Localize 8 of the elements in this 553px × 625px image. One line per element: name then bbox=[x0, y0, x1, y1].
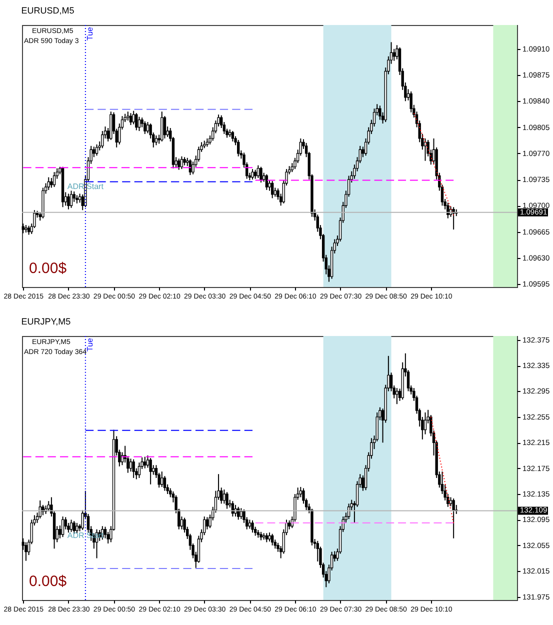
annotation: ADR Start bbox=[67, 531, 104, 540]
annotation: 0.00$ bbox=[29, 573, 68, 590]
annotation: 0.00$ bbox=[29, 260, 68, 277]
chart-title: EURJPY,M5 bbox=[21, 316, 71, 326]
ref-line-label: Tue bbox=[85, 337, 94, 352]
chart-title: EURUSD,M5 bbox=[21, 6, 74, 16]
ref-line-label: Tue bbox=[85, 26, 94, 40]
annotation: ADR Start bbox=[67, 182, 104, 191]
